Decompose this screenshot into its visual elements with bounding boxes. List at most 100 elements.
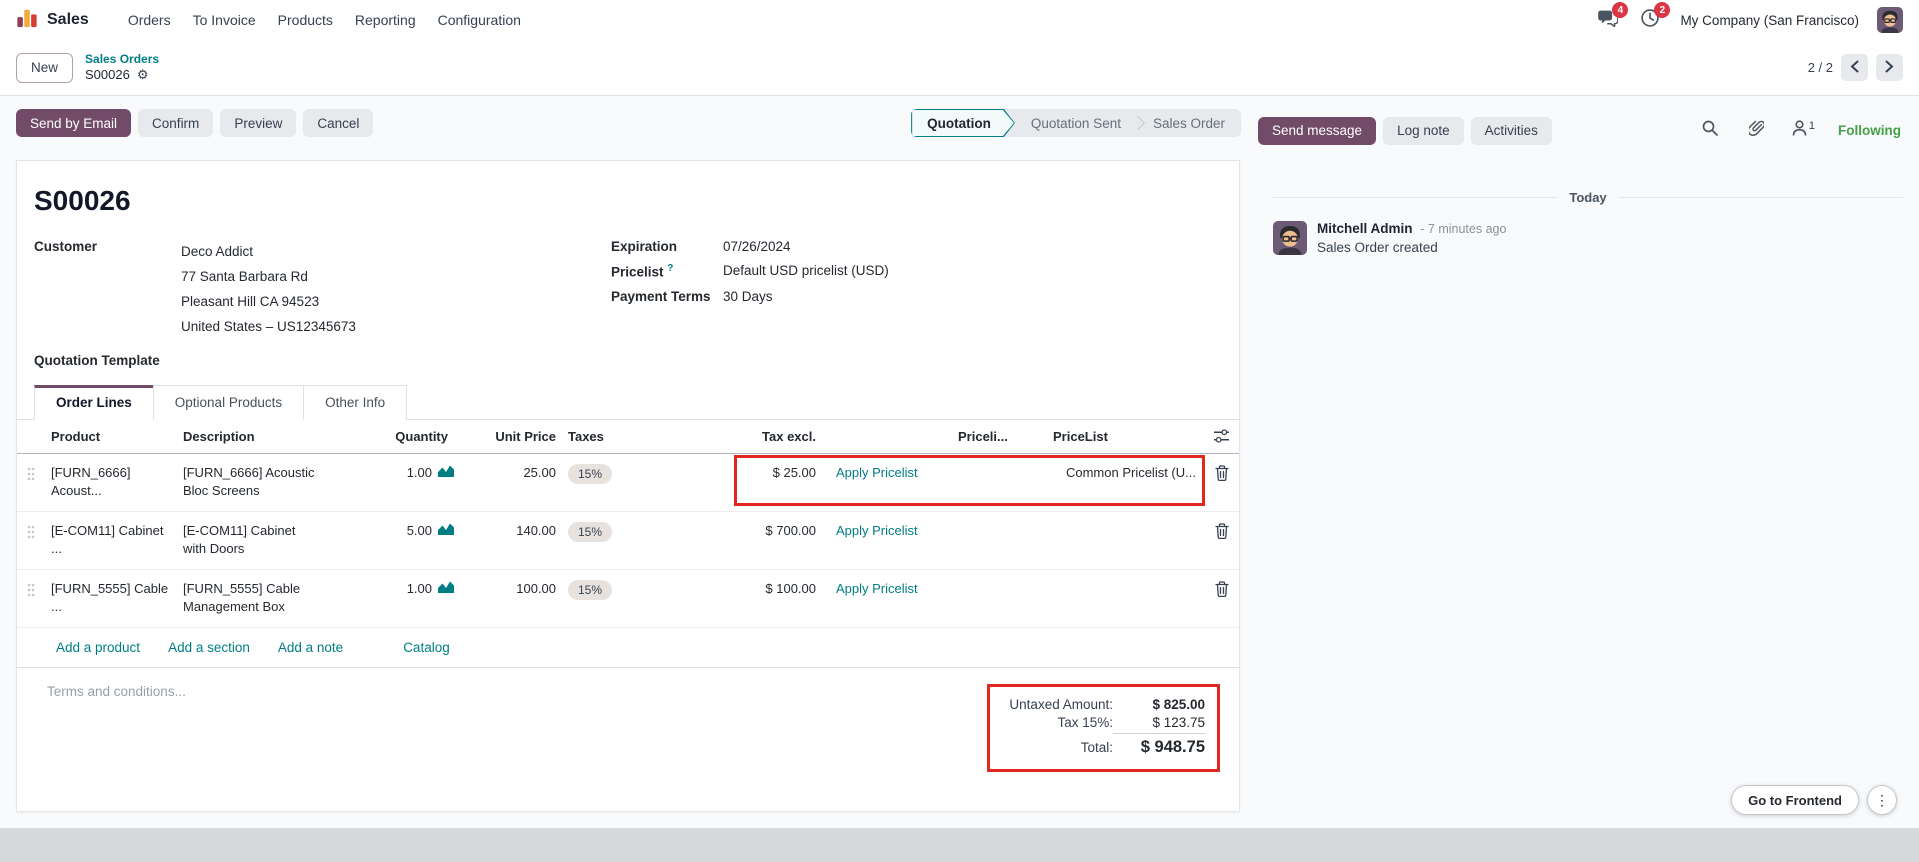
expiration-field[interactable]: 07/26/2024	[723, 239, 791, 254]
breadcrumb-bar: New Sales Orders S00026 ⚙ 2 / 2	[0, 40, 1919, 95]
user-avatar[interactable]	[1877, 7, 1903, 33]
drag-handle-icon[interactable]	[17, 512, 45, 569]
col-tax-excl: Tax excl.	[762, 429, 816, 444]
menu-reporting[interactable]: Reporting	[354, 12, 416, 28]
add-a-section-link[interactable]: Add a section	[168, 640, 250, 655]
breadcrumb: Sales Orders S00026 ⚙	[85, 52, 159, 83]
messages-button[interactable]: 4	[1596, 2, 1629, 32]
unit-price-cell[interactable]: 25.00	[523, 465, 556, 480]
search-icon	[1702, 120, 1718, 141]
preview-button[interactable]: Preview	[220, 109, 297, 137]
kebab-menu-icon[interactable]: ⋮	[1867, 785, 1897, 815]
following-button[interactable]: Following	[1838, 123, 1901, 138]
product-cell[interactable]: [E-COM11] Cabinet ...	[51, 523, 164, 556]
activities-schedule-button[interactable]: Activities	[1470, 116, 1552, 145]
confirm-button[interactable]: Confirm	[138, 109, 214, 137]
paperclip-icon	[1747, 120, 1766, 142]
menu-configuration[interactable]: Configuration	[437, 12, 521, 28]
apply-pricelist-button[interactable]: Apply Pricelist	[836, 523, 918, 538]
menu-to-invoice[interactable]: To Invoice	[192, 12, 256, 28]
sales-app-icon	[16, 7, 38, 34]
tab-order-lines[interactable]: Order Lines	[34, 385, 154, 420]
delete-row-button[interactable]	[1202, 454, 1241, 511]
followers-person-icon	[1792, 120, 1807, 141]
order-line-row: [FURN_6666] Acoust... [FURN_6666] Acoust…	[17, 454, 1239, 512]
description-cell[interactable]: [E-COM11] Cabinet with Doors	[183, 523, 296, 556]
drag-handle-icon[interactable]	[17, 570, 45, 627]
cancel-button[interactable]: Cancel	[303, 109, 374, 137]
log-note-button[interactable]: Log note	[1383, 116, 1464, 145]
sales-app-home[interactable]: Sales	[16, 7, 89, 34]
activities-button[interactable]: 2	[1638, 2, 1671, 32]
payment-terms-field[interactable]: 30 Days	[723, 288, 773, 304]
status-step-quotation[interactable]: Quotation	[911, 109, 1015, 137]
expiration-label: Expiration	[611, 239, 678, 254]
product-cell[interactable]: [FURN_6666] Acoust...	[51, 465, 131, 498]
delete-row-button[interactable]	[1202, 570, 1241, 627]
attachments-button[interactable]	[1745, 119, 1769, 143]
col-description: Description	[183, 429, 255, 444]
unit-price-cell[interactable]: 100.00	[516, 581, 556, 596]
tax-label: Tax 15%:	[1057, 715, 1113, 730]
tax-badge[interactable]: 15%	[568, 580, 613, 601]
apply-pricelist-button[interactable]: Apply Pricelist	[836, 465, 918, 480]
forecast-chart-icon[interactable]	[438, 464, 454, 482]
description-cell[interactable]: [FURN_5555] Cable Management Box	[183, 581, 301, 614]
catalog-link[interactable]: Catalog	[403, 640, 450, 655]
col-product: Product	[51, 429, 101, 444]
tab-other-info[interactable]: Other Info	[303, 385, 408, 420]
go-to-frontend-button[interactable]: Go to Frontend	[1731, 785, 1859, 815]
customer-name-field[interactable]: Deco Addict	[181, 244, 254, 259]
pricelist-label: Pricelist ?	[611, 263, 674, 280]
tax-badge[interactable]: 15%	[568, 522, 613, 543]
menu-products[interactable]: Products	[277, 12, 333, 28]
actions-gear-icon[interactable]: ⚙	[136, 66, 149, 82]
tab-optional-products[interactable]: Optional Products	[152, 385, 305, 420]
delete-row-button[interactable]	[1202, 512, 1241, 569]
pager-next-button[interactable]	[1876, 54, 1903, 81]
chatter-panel: Today Mitchell Admin - 7 minutes ago Sal…	[1257, 152, 1919, 828]
forecast-chart-icon[interactable]	[438, 522, 454, 540]
forecast-chart-icon[interactable]	[438, 580, 454, 598]
customer-label: Customer	[34, 239, 98, 254]
today-label: Today	[1569, 190, 1607, 205]
trash-icon	[1214, 523, 1229, 569]
order-lines-table: Product Description Quantity Unit Price …	[17, 420, 1239, 668]
quantity-cell[interactable]: 5.00	[406, 523, 432, 538]
search-messages-button[interactable]	[1698, 119, 1722, 143]
quantity-cell[interactable]: 1.00	[406, 581, 432, 596]
company-switcher[interactable]: My Company (San Francisco)	[1680, 12, 1859, 28]
breadcrumb-current: S00026	[85, 66, 130, 82]
pricelist-field[interactable]: Default USD pricelist (USD)	[723, 263, 889, 278]
quotation-template-label: Quotation Template	[34, 353, 160, 368]
unit-price-cell[interactable]: 140.00	[516, 523, 556, 538]
untaxed-amount-value: $ 825.00	[1152, 697, 1205, 712]
optional-columns-button[interactable]	[1202, 420, 1241, 453]
breadcrumb-sales-orders[interactable]: Sales Orders	[85, 51, 160, 66]
description-cell[interactable]: [FURN_6666] Acoustic Bloc Screens	[183, 465, 315, 498]
add-a-note-link[interactable]: Add a note	[277, 640, 344, 655]
tax-badge[interactable]: 15%	[568, 464, 613, 485]
followers-button[interactable]: 1	[1792, 120, 1815, 141]
pager-previous-button[interactable]	[1841, 54, 1868, 81]
apply-pricelist-button[interactable]: Apply Pricelist	[836, 581, 918, 596]
terms-placeholder[interactable]: Terms and conditions...	[47, 684, 186, 699]
status-step-quotation-sent[interactable]: Quotation Sent	[1030, 115, 1121, 131]
status-step-sales-order[interactable]: Sales Order	[1152, 115, 1225, 131]
col-taxes: Taxes	[568, 429, 604, 444]
send-by-email-button[interactable]: Send by Email	[16, 109, 132, 137]
today-divider: Today	[1273, 190, 1904, 205]
drag-handle-icon[interactable]	[17, 454, 45, 511]
col-priceli: Priceli...	[958, 429, 1008, 444]
send-message-button[interactable]: Send message	[1258, 116, 1377, 145]
sales-order-sheet: S00026 Customer Deco Addict 77 Santa Bar…	[16, 160, 1240, 812]
add-a-product-link[interactable]: Add a product	[56, 640, 141, 655]
new-button[interactable]: New	[16, 52, 74, 83]
pricelist-help-icon[interactable]: ?	[667, 263, 674, 274]
pricelist-cell: Common Pricelist (U...	[1065, 465, 1196, 480]
quantity-cell[interactable]: 1.00	[406, 465, 432, 480]
trash-icon	[1214, 465, 1229, 511]
product-cell[interactable]: [FURN_5555] Cable ...	[51, 581, 169, 614]
bottom-band	[0, 828, 1919, 862]
menu-orders[interactable]: Orders	[127, 12, 171, 28]
